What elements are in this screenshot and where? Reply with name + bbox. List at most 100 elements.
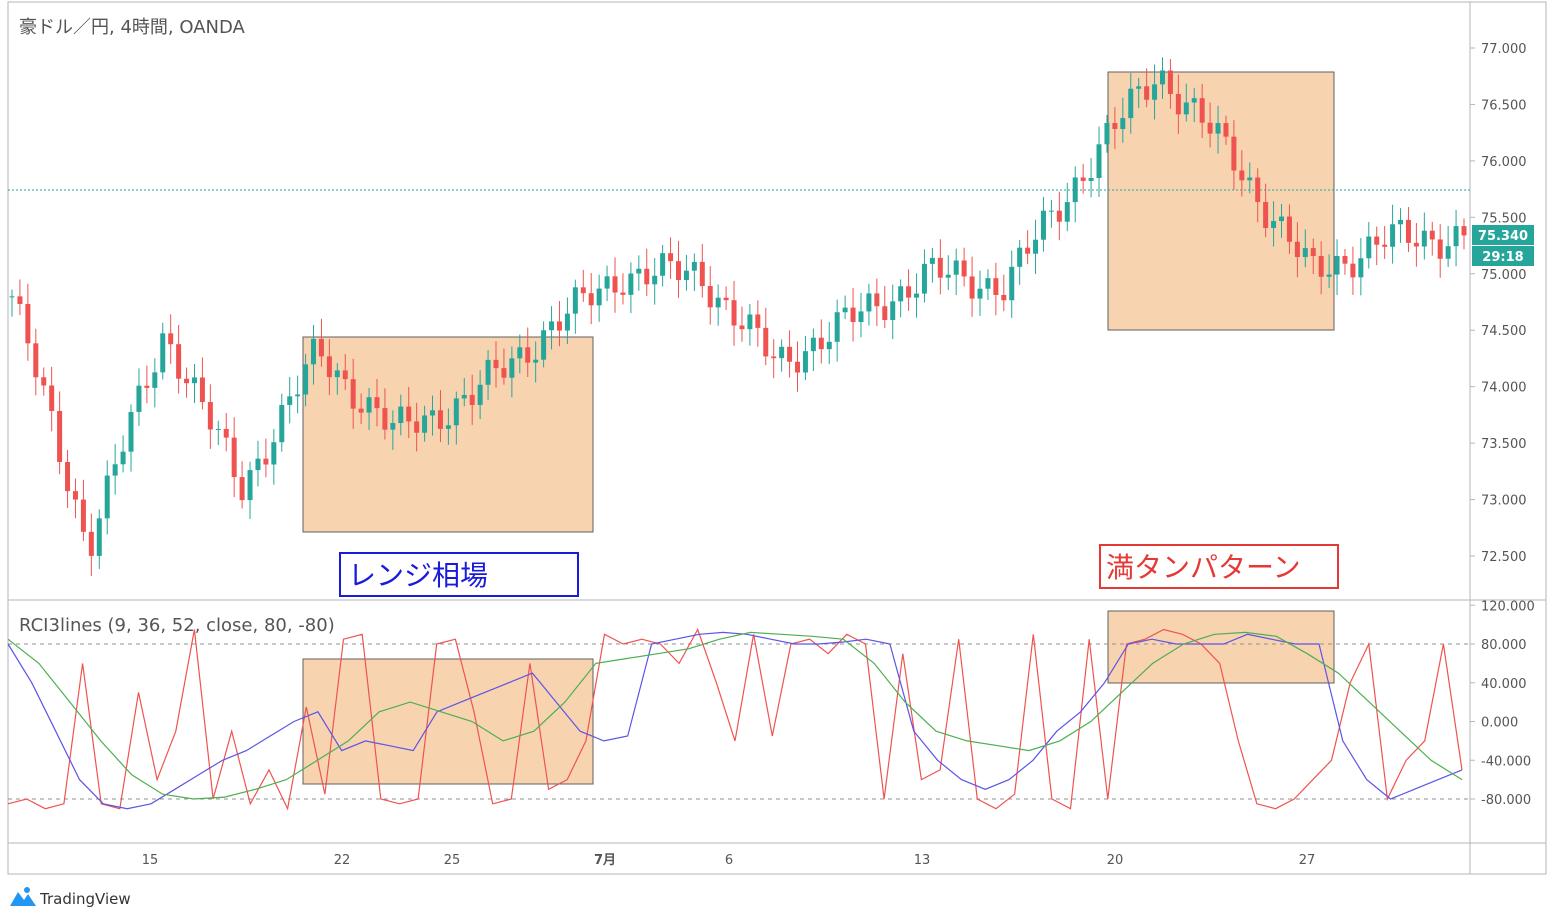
candle-body[interactable] (1136, 86, 1142, 89)
candle-body[interactable] (604, 276, 610, 289)
candle-body[interactable] (668, 253, 674, 262)
candle-body[interactable] (1199, 98, 1205, 123)
candle-body[interactable] (549, 321, 555, 331)
candle-body[interactable] (49, 385, 55, 412)
candle-body[interactable] (723, 297, 729, 301)
rci-long-line[interactable] (7, 631, 1463, 800)
candle-body[interactable] (1159, 70, 1165, 85)
pattern-label-box[interactable] (1099, 544, 1339, 589)
candle-body[interactable] (1405, 219, 1411, 243)
candle-body[interactable] (1390, 224, 1396, 247)
candle-body[interactable] (493, 359, 499, 369)
candle-body[interactable] (541, 330, 547, 360)
candle-body[interactable] (80, 499, 86, 532)
candle-body[interactable] (88, 531, 94, 556)
candle-body[interactable] (1231, 136, 1237, 171)
candle-body[interactable] (1342, 256, 1348, 264)
candle-body[interactable] (580, 287, 586, 294)
candle-body[interactable] (810, 337, 816, 352)
candle-body[interactable] (144, 385, 150, 388)
rci-range-highlight-box[interactable] (302, 658, 594, 785)
candle-body[interactable] (691, 261, 697, 271)
candle-body[interactable] (215, 428, 221, 430)
tradingview-logo-icon[interactable] (10, 887, 36, 906)
candle-body[interactable] (993, 278, 999, 295)
rci-axis[interactable]: 120.000 80.000 40.000 0.000 -40.000 -80.000 (1470, 599, 1535, 808)
candle-body[interactable] (882, 306, 888, 320)
candle-body[interactable] (1271, 221, 1277, 228)
candle-body[interactable] (1064, 202, 1070, 222)
candle-body[interactable] (334, 370, 340, 378)
candle-body[interactable] (914, 293, 920, 298)
candle-body[interactable] (1033, 239, 1039, 254)
candle-body[interactable] (787, 346, 793, 362)
candle-body[interactable] (382, 408, 388, 430)
candle-body[interactable] (358, 408, 364, 413)
candle-body[interactable] (184, 378, 190, 384)
candle-body[interactable] (779, 346, 785, 359)
candle-body[interactable] (445, 425, 451, 429)
candle-body[interactable] (303, 364, 309, 395)
candle-body[interactable] (755, 314, 761, 328)
candle-body[interactable] (858, 311, 864, 323)
candle-body[interactable] (707, 286, 713, 308)
candle-body[interactable] (652, 275, 658, 285)
candle-body[interactable] (1429, 230, 1435, 240)
candle-body[interactable] (112, 464, 118, 476)
candle-body[interactable] (890, 301, 896, 320)
candle-body[interactable] (1025, 247, 1031, 254)
candle-body[interactable] (136, 385, 142, 412)
candle-body[interactable] (1183, 102, 1189, 115)
candle-body[interactable] (763, 327, 769, 357)
candle-body[interactable] (1302, 248, 1308, 258)
candle-body[interactable] (96, 518, 102, 556)
candle-body[interactable] (191, 377, 197, 384)
candle-body[interactable] (1144, 86, 1150, 100)
candle-body[interactable] (477, 384, 483, 405)
candle-body[interactable] (533, 359, 539, 363)
candle-body[interactable] (501, 368, 507, 378)
candle-body[interactable] (1088, 178, 1094, 181)
candle-body[interactable] (1096, 144, 1102, 179)
candle-body[interactable] (1247, 177, 1253, 181)
candle-body[interactable] (1040, 210, 1046, 240)
candle-body[interactable] (771, 356, 777, 359)
candle-body[interactable] (1175, 93, 1181, 115)
candle-body[interactable] (168, 333, 174, 345)
candle-body[interactable] (929, 257, 935, 264)
candle-body[interactable] (430, 410, 436, 416)
candle-body[interactable] (1056, 210, 1062, 222)
candle-body[interactable] (636, 268, 642, 274)
candle-body[interactable] (1374, 236, 1380, 245)
candle-body[interactable] (1080, 177, 1086, 181)
candle-body[interactable] (675, 261, 681, 280)
candle-body[interactable] (953, 260, 959, 275)
candle-body[interactable] (469, 394, 475, 405)
rci-short-line[interactable] (7, 628, 1463, 811)
candle-body[interactable] (207, 402, 213, 430)
candle-body[interactable] (1223, 123, 1229, 137)
candle-body[interactable] (1398, 219, 1404, 225)
candle-body[interactable] (199, 377, 205, 403)
candle-body[interactable] (1152, 84, 1158, 100)
candle-body[interactable] (247, 470, 253, 501)
candle-body[interactable] (1413, 242, 1419, 247)
candle-body[interactable] (1104, 122, 1110, 145)
candle-body[interactable] (818, 337, 824, 350)
candle-body[interactable] (596, 288, 602, 306)
candle-body[interactable] (318, 338, 324, 357)
candle-body[interactable] (564, 313, 570, 331)
candle-body[interactable] (715, 297, 721, 308)
candle-body[interactable] (279, 404, 285, 443)
candle-body[interactable] (850, 307, 856, 323)
candle-body[interactable] (985, 278, 991, 289)
candle-body[interactable] (937, 257, 943, 278)
candle-body[interactable] (120, 451, 126, 465)
candle-body[interactable] (1279, 216, 1285, 222)
candle-body[interactable] (525, 347, 531, 363)
candle-body[interactable] (660, 253, 666, 276)
candle-body[interactable] (1286, 216, 1292, 242)
candle-body[interactable] (398, 406, 404, 424)
rci-series-group[interactable] (7, 628, 1463, 811)
